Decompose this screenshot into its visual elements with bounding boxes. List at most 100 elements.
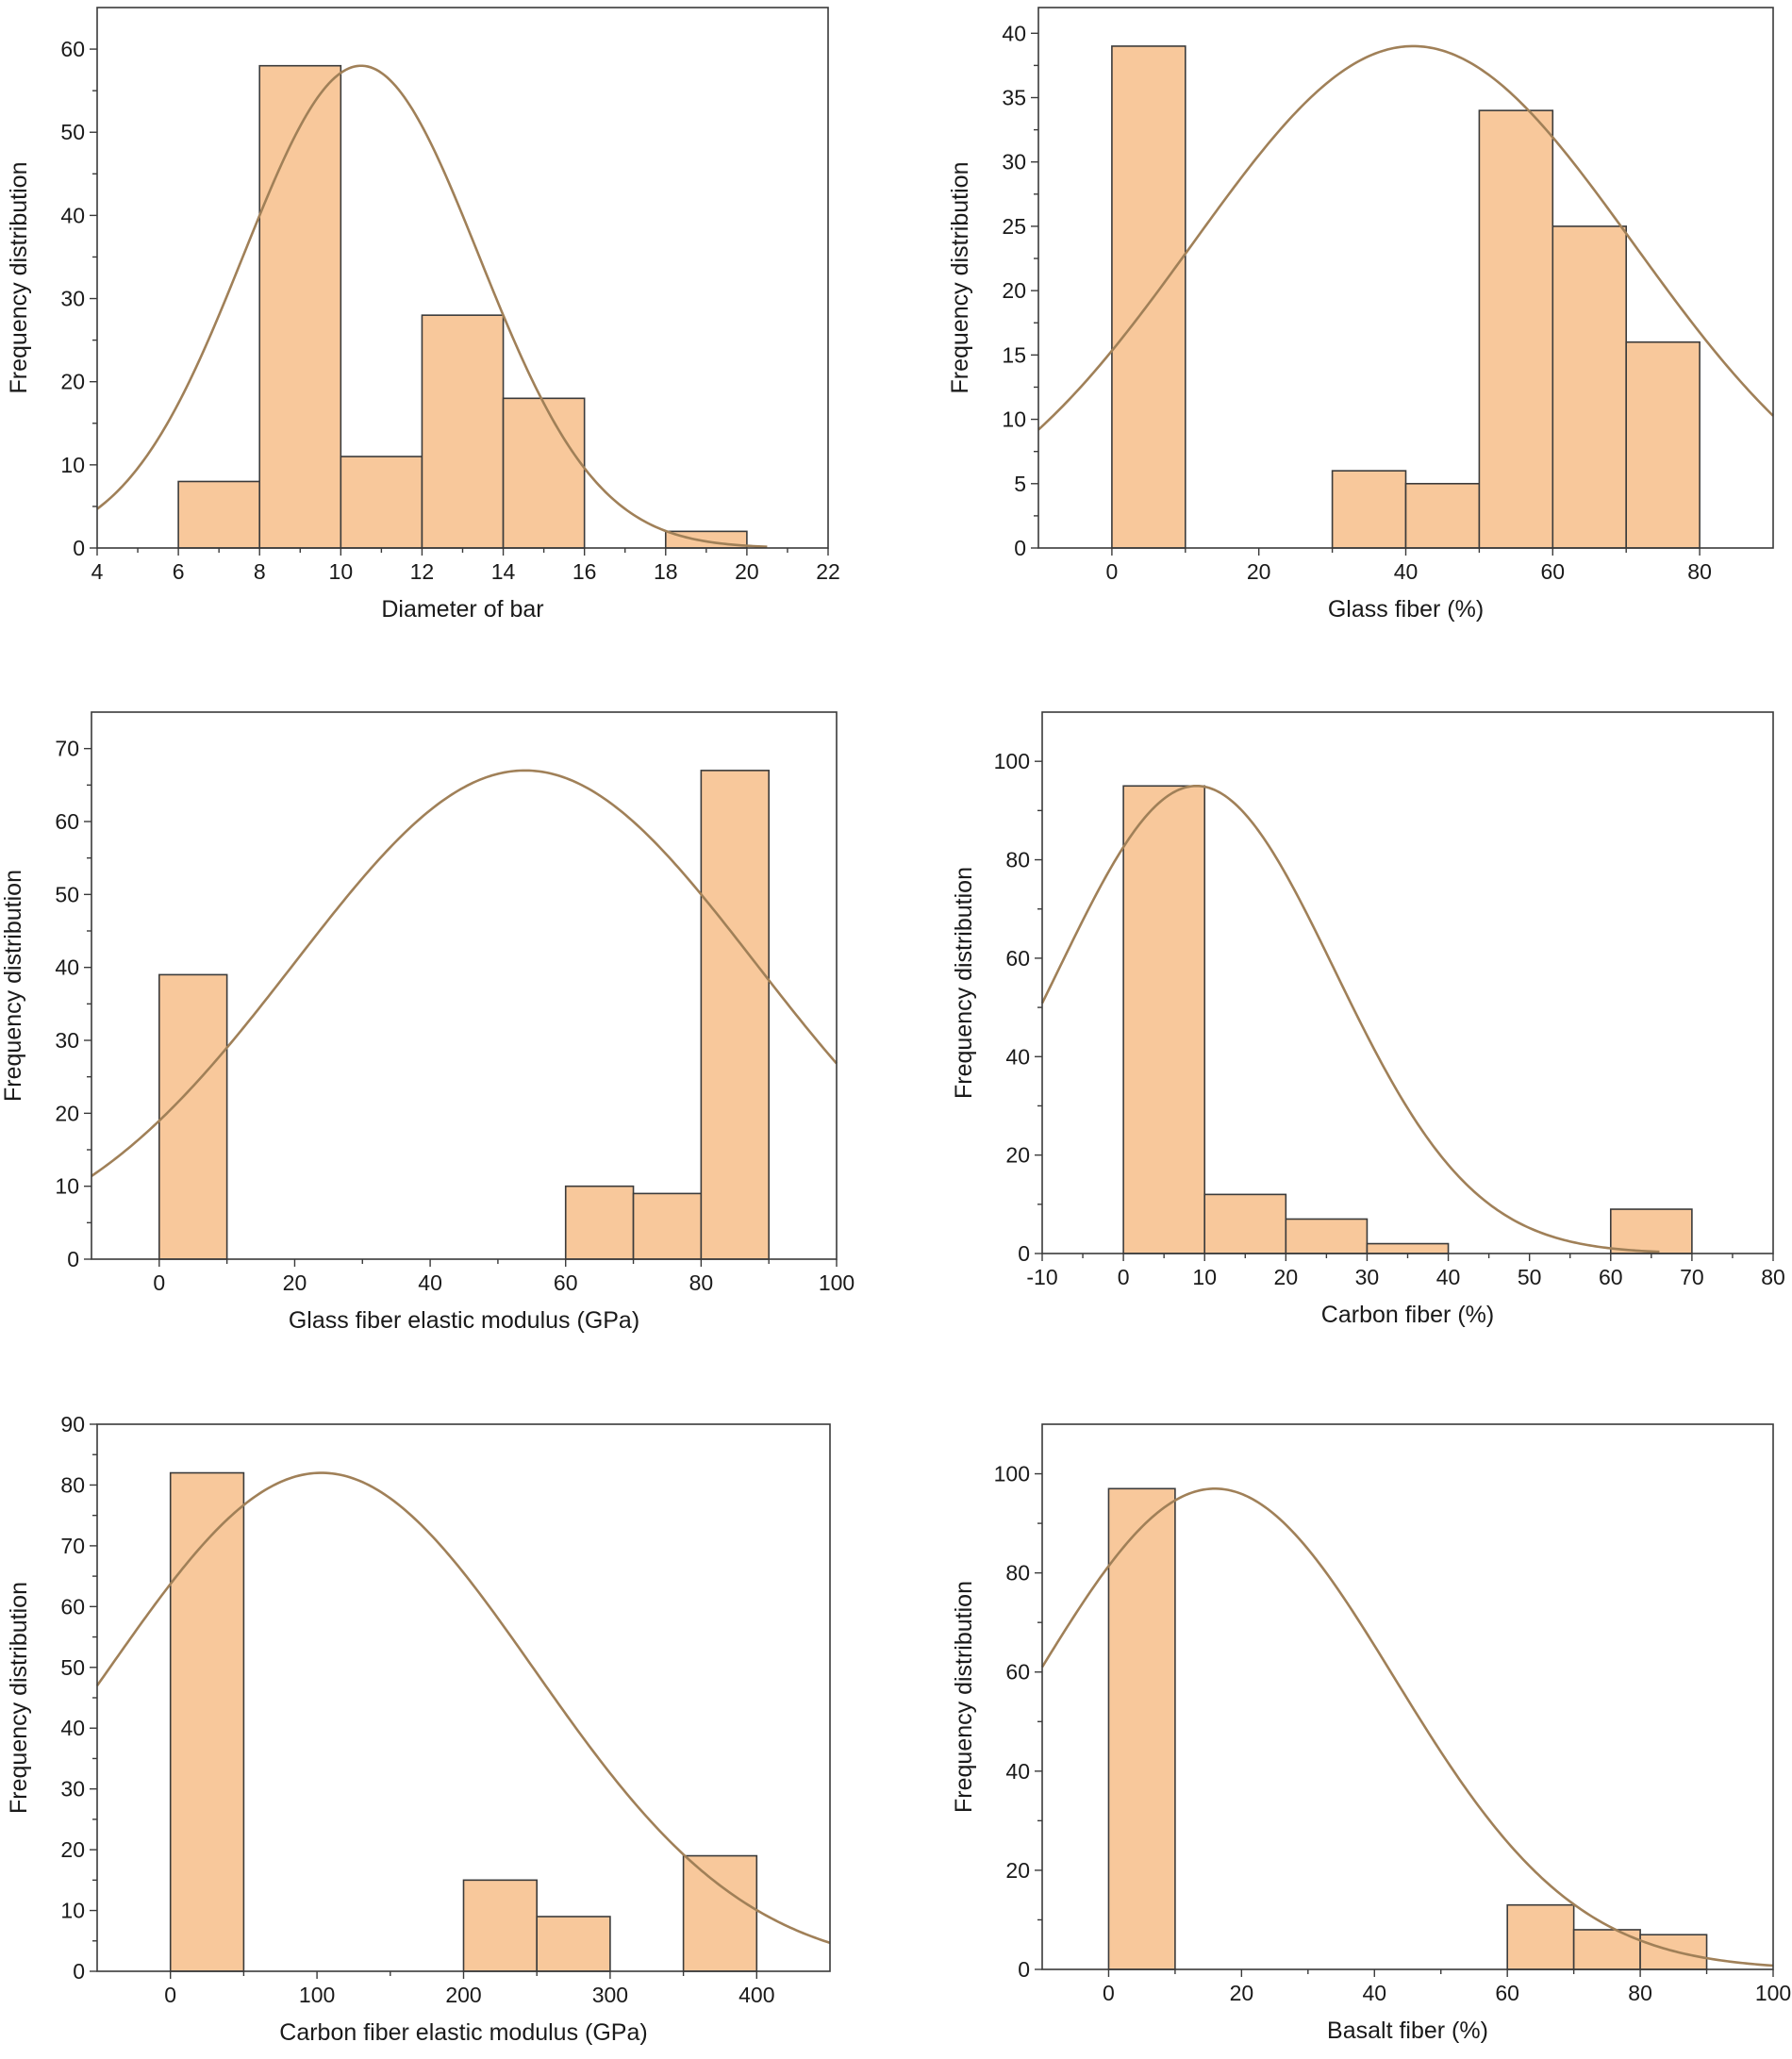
x-tick-label: 80 <box>689 1270 714 1295</box>
y-tick-label: 10 <box>60 1899 85 1923</box>
histogram-bar <box>158 973 228 1260</box>
x-tick-label: 70 <box>1680 1265 1704 1289</box>
histogram-bar <box>258 64 342 549</box>
histogram-bar <box>536 1916 611 1972</box>
histogram-bar <box>1551 225 1628 549</box>
y-tick-label: 20 <box>1002 278 1026 303</box>
y-tick-label: 60 <box>60 1594 85 1619</box>
y-tick-label: 40 <box>60 203 85 227</box>
y-tick-label: 40 <box>60 1716 85 1740</box>
x-tick-label: 20 <box>735 559 759 584</box>
chart-panel-1: 4 6 8 10 12 14 16 18 20 22 0 10 20 30 40 50 60 Diameter o… <box>6 7 840 623</box>
histogram-bar <box>1331 470 1407 549</box>
y-axis-title: Frequency distribution <box>6 1582 32 1814</box>
chart-panel-5: 0 100 200 300 400 0 10 20 30 40 50 60 70 80 90 Carbon f… <box>6 1412 831 2046</box>
y-axis-title: Frequency distribution <box>0 870 26 1102</box>
x-tick-label: 60 <box>1541 559 1566 584</box>
histogram-bar <box>1285 1218 1369 1254</box>
y-tick-label: 70 <box>60 1534 85 1558</box>
x-tick-label: 300 <box>592 1983 628 2007</box>
x-tick-label: 20 <box>1247 559 1271 584</box>
y-tick-label: 70 <box>55 737 79 761</box>
y-axis-title: Frequency distribution <box>951 867 977 1099</box>
x-tick-label: 40 <box>1362 1981 1386 2005</box>
x-tick-label: 40 <box>418 1270 442 1295</box>
x-tick-label: 10 <box>1192 1265 1217 1289</box>
x-tick-label: 80 <box>1761 1265 1785 1289</box>
chart-panel-3: 0 20 40 60 80 100 0 10 20 30 40 50 60 70 Glass fiber e… <box>0 711 855 1334</box>
y-tick-label: 5 <box>1014 472 1026 496</box>
histogram-bar <box>340 456 423 549</box>
x-tick-label: 100 <box>1755 1981 1791 2005</box>
x-tick-label: 80 <box>1628 1981 1652 2005</box>
y-tick-label: 60 <box>60 37 85 61</box>
y-tick-label: 10 <box>55 1174 79 1199</box>
y-tick-label: 10 <box>60 453 85 477</box>
x-tick-label: 400 <box>738 1983 774 2007</box>
x-tick-label: -10 <box>1026 1265 1057 1289</box>
histogram-bar <box>502 397 586 549</box>
x-tick-label: 0 <box>164 1983 176 2007</box>
y-tick-label: 40 <box>55 955 79 980</box>
x-tick-label: 8 <box>254 559 266 584</box>
y-tick-label: 50 <box>60 1655 85 1680</box>
x-tick-label: 50 <box>1518 1265 1542 1289</box>
x-tick-label: 200 <box>445 1983 481 2007</box>
y-tick-label: 35 <box>1002 86 1026 110</box>
y-tick-label: 60 <box>55 809 79 834</box>
x-tick-label: 4 <box>91 559 104 584</box>
normal-distribution-curve <box>1040 1487 1774 1968</box>
y-axis-title: Frequency distribution <box>951 1581 977 1813</box>
y-tick-label: 30 <box>60 1777 85 1802</box>
x-tick-label: 12 <box>410 559 435 584</box>
histogram-bar <box>1506 1903 1575 1970</box>
y-tick-label: 20 <box>1005 1143 1030 1168</box>
histogram-bar <box>1478 109 1554 549</box>
y-tick-label: 0 <box>73 536 85 560</box>
x-tick-label: 16 <box>572 559 597 584</box>
y-tick-label: 20 <box>55 1101 79 1125</box>
x-tick-label: 40 <box>1436 1265 1461 1289</box>
x-tick-label: 60 <box>554 1270 578 1295</box>
y-tick-label: 50 <box>60 120 85 144</box>
y-tick-label: 20 <box>60 1837 85 1862</box>
y-tick-label: 30 <box>60 287 85 311</box>
y-tick-label: 60 <box>1005 946 1030 971</box>
y-tick-label: 60 <box>1005 1660 1030 1685</box>
x-axis-title: Diameter of bar <box>381 596 543 623</box>
histogram-bar <box>1404 482 1481 549</box>
x-tick-label: 20 <box>1274 1265 1299 1289</box>
x-axis-title: Carbon fiber elastic modulus (GPa) <box>279 2019 647 2046</box>
x-axis-title: Glass fiber elastic modulus (GPa) <box>289 1307 639 1334</box>
chart-panel-6: 0 20 40 60 80 100 0 20 40 60 80 100 Basalt fiber (%)… <box>951 1423 1791 2044</box>
histogram-bar <box>1366 1242 1450 1254</box>
x-tick-label: 20 <box>1230 1981 1254 2005</box>
y-axis-title: Frequency distribution <box>947 162 973 394</box>
y-tick-label: 80 <box>1005 848 1030 872</box>
histogram-bar <box>1203 1193 1287 1254</box>
y-tick-label: 30 <box>1002 150 1026 174</box>
y-tick-label: 0 <box>1018 1957 1030 1982</box>
histogram-bar <box>177 480 261 549</box>
histogram-bar <box>462 1879 538 1972</box>
y-tick-label: 25 <box>1002 214 1026 239</box>
y-tick-label: 40 <box>1005 1044 1030 1069</box>
x-tick-label: 20 <box>283 1270 307 1295</box>
normal-distribution-curve <box>1037 44 1774 431</box>
normal-distribution-curve <box>95 1471 831 1945</box>
y-tick-label: 20 <box>60 370 85 394</box>
y-axis-title: Frequency distribution <box>6 162 32 394</box>
x-axis-title: Glass fiber (%) <box>1328 596 1484 623</box>
histogram-bar <box>1609 1208 1693 1254</box>
plot-frame <box>1041 1423 1774 1970</box>
x-tick-label: 0 <box>1103 1981 1115 2005</box>
y-tick-label: 0 <box>1014 536 1026 560</box>
histogram-bar <box>1625 340 1701 549</box>
histogram-bar <box>682 1854 758 1972</box>
histogram-bar <box>1111 45 1186 549</box>
histogram-bar <box>1107 1487 1176 1970</box>
y-tick-label: 0 <box>67 1247 79 1271</box>
x-tick-label: 0 <box>1106 559 1119 584</box>
histogram-bar <box>169 1471 245 1972</box>
normal-distribution-curve <box>91 769 838 1177</box>
